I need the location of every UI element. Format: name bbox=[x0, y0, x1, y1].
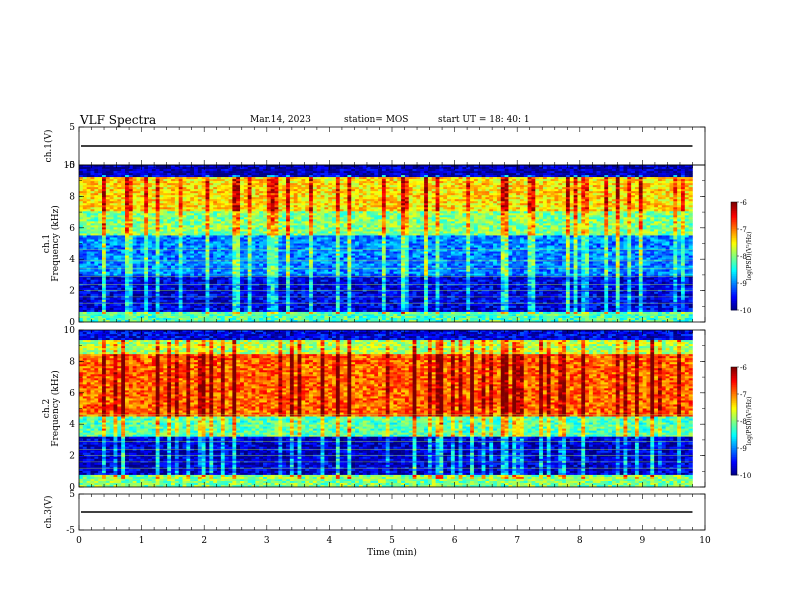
colorbar-label: log(PSD)(V²/Hz) bbox=[746, 232, 753, 281]
colorbar-tick-label: -7 bbox=[740, 391, 747, 399]
axes-ch3-waveform bbox=[78, 493, 706, 531]
y-axis-label-channel: ch.1 bbox=[42, 234, 52, 253]
x-tick-label: 10 bbox=[699, 536, 711, 546]
colorbar-tick-label: -6 bbox=[740, 199, 747, 207]
spectrogram-ch1 bbox=[79, 165, 693, 323]
colorbar-tick-label: -8 bbox=[740, 418, 747, 426]
x-tick-label: 8 bbox=[577, 536, 583, 546]
y-tick-label: 8 bbox=[69, 357, 75, 367]
colorbar-tick-label: -7 bbox=[740, 226, 747, 234]
y-tick-label: 5 bbox=[69, 490, 75, 500]
axes-layer bbox=[78, 126, 706, 531]
y-tick-label: 5 bbox=[69, 123, 75, 133]
colorbar-tick-label: -9 bbox=[740, 445, 747, 453]
axes-ch2-spectrogram bbox=[78, 329, 706, 488]
y-tick-label: -5 bbox=[66, 526, 75, 536]
axes-ch1-spectrogram bbox=[78, 164, 706, 323]
x-tick-label: 2 bbox=[201, 536, 207, 546]
waveform-layer bbox=[81, 145, 693, 513]
x-axis-label: Time (min) bbox=[367, 547, 417, 558]
colorbar-ch1-spectrogram bbox=[730, 201, 739, 311]
y-tick-label: -5 bbox=[66, 161, 75, 171]
label-layer: 5 -5 ch.1(V) -6 -7 -8 -9 -10 log(PSD)(V²/Hz) 0 2 4 6… bbox=[42, 123, 753, 558]
colorbar-tick-label: -10 bbox=[740, 307, 751, 315]
y-tick-label: 8 bbox=[69, 192, 75, 202]
station-label: station= MOS bbox=[344, 115, 408, 125]
chart-title: VLF Spectra bbox=[80, 113, 156, 127]
colorbar-ch2-spectrogram bbox=[730, 366, 739, 476]
x-tick-label: 3 bbox=[264, 536, 270, 546]
x-tick-label: 6 bbox=[452, 536, 458, 546]
y-axis-label: ch.1(V) bbox=[43, 130, 54, 163]
y-tick-label: 4 bbox=[69, 420, 75, 430]
y-axis-label-frequency: Frequency (kHz) bbox=[50, 205, 61, 282]
y-tick-label: 0 bbox=[69, 318, 75, 328]
x-tick-label: 1 bbox=[139, 536, 145, 546]
y-tick-label: 10 bbox=[64, 161, 76, 171]
colorbar-tick-label: -6 bbox=[740, 364, 747, 372]
spectrogram-layer bbox=[79, 165, 693, 488]
x-tick-label: 4 bbox=[327, 536, 333, 546]
x-tick-label: 9 bbox=[640, 536, 646, 546]
x-tick-label: 5 bbox=[389, 536, 395, 546]
colorbar-tick-label: -9 bbox=[740, 280, 747, 288]
colorbar-tick-label: -10 bbox=[740, 472, 751, 480]
colorbar-layer bbox=[730, 201, 739, 476]
axes-ch1-waveform bbox=[78, 126, 706, 166]
colorbar-label: log(PSD)(V²/Hz) bbox=[746, 397, 753, 446]
start-time-label: start UT = 18: 40: 1 bbox=[438, 115, 530, 125]
y-tick-label: 6 bbox=[69, 389, 75, 399]
y-tick-label: 4 bbox=[69, 255, 75, 265]
y-tick-label: 2 bbox=[69, 452, 75, 462]
y-tick-label: 0 bbox=[69, 483, 75, 493]
colorbar-tick-label: -8 bbox=[740, 253, 747, 261]
x-tick-label: 0 bbox=[76, 536, 82, 546]
date-label: Mar.14, 2023 bbox=[250, 115, 311, 125]
y-tick-label: 2 bbox=[69, 287, 75, 297]
y-axis-label-channel: ch.2 bbox=[42, 399, 52, 418]
x-tick-label: 7 bbox=[514, 536, 520, 546]
spectrogram-ch2 bbox=[79, 330, 693, 488]
y-axis-label-frequency: Frequency (kHz) bbox=[50, 370, 61, 447]
y-tick-label: 10 bbox=[64, 326, 76, 336]
y-tick-label: 6 bbox=[69, 224, 75, 234]
y-axis-label: ch.3(V) bbox=[43, 496, 54, 529]
